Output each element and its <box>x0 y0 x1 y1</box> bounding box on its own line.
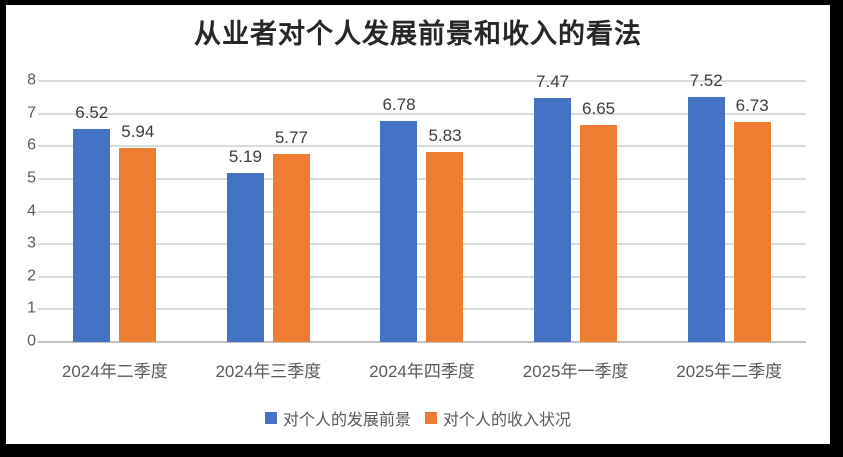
y-axis-tick-label: 0 <box>27 332 36 350</box>
bar-value-label: 6.73 <box>735 96 769 116</box>
bar-value-label: 6.78 <box>382 94 416 114</box>
bar-value-label: 6.65 <box>582 99 616 119</box>
bar-stack: 5.94 <box>119 122 157 342</box>
y-axis-tick-label: 5 <box>27 169 36 187</box>
bar-value-label: 5.77 <box>274 127 308 147</box>
bar-group: 7.47 6.65 <box>499 72 653 342</box>
gridlines <box>38 80 806 343</box>
bar-stack: 7.47 <box>534 72 572 342</box>
bar-income-status <box>426 151 464 342</box>
legend-swatch-icon <box>264 412 277 424</box>
x-axis-label: 2024年二季度 <box>61 362 168 381</box>
bar-value-label: 5.94 <box>121 122 155 142</box>
y-axis-tick-label: 7 <box>27 104 36 122</box>
bar-group: 6.78 5.83 <box>345 81 499 342</box>
bar-stack: 7.52 <box>687 70 725 342</box>
legend-item: 对个人的发展前景 <box>264 406 411 430</box>
bar-income-status <box>580 125 618 342</box>
bar-stack: 5.77 <box>272 127 310 342</box>
bar-value-label: 6.52 <box>75 103 109 123</box>
bar-stack: 6.73 <box>733 96 771 342</box>
x-axis-label: 2024年四季度 <box>369 362 475 381</box>
legend-item: 对个人的收入状况 <box>425 406 571 430</box>
legend-swatch-icon <box>425 412 437 424</box>
y-axis-tick-label: 1 <box>27 300 36 318</box>
bar-group: 5.19 5.77 <box>192 81 346 342</box>
x-axis-label: 2025年二季度 <box>676 362 783 381</box>
y-axis: 0 1 2 3 4 5 6 7 8 <box>12 72 36 350</box>
bar-income-status <box>733 122 771 342</box>
bar-income-status <box>119 148 157 342</box>
bar-group: 7.52 6.73 <box>652 71 806 342</box>
gridline <box>38 145 806 148</box>
bar-income-status <box>272 153 310 342</box>
gridline <box>38 308 806 311</box>
x-axis-label: 2024年三季度 <box>215 362 322 381</box>
bar-development-prospect <box>226 172 264 342</box>
bar-stack: 6.52 <box>73 103 111 342</box>
y-axis-tick-label: 3 <box>27 234 36 252</box>
bar-stack: 6.65 <box>580 99 618 342</box>
bar-stack: 5.19 <box>226 146 264 342</box>
legend-label: 对个人的收入状况 <box>443 412 572 429</box>
gridline <box>38 210 806 213</box>
y-axis-tick-label: 8 <box>27 71 36 89</box>
gridline <box>38 112 806 115</box>
bar-stack: 5.83 <box>426 125 464 342</box>
gridline <box>38 275 806 278</box>
bar-value-label: 7.47 <box>536 72 570 92</box>
bar-development-prospect <box>687 96 725 342</box>
gridline <box>38 177 806 180</box>
bar-group: 6.52 5.94 <box>38 81 192 342</box>
bar-value-label: 5.83 <box>428 125 462 145</box>
gridline <box>38 80 806 82</box>
legend-label: 对个人的发展前景 <box>282 412 411 429</box>
bar-development-prospect <box>73 129 111 342</box>
x-axis-label: 2025年一季度 <box>522 362 629 381</box>
gridline <box>38 243 806 246</box>
y-axis-tick-label: 2 <box>27 267 36 285</box>
bar-development-prospect <box>380 120 418 342</box>
bar-stack: 6.78 <box>380 94 418 342</box>
bar-value-label: 7.52 <box>689 70 723 90</box>
bar-groups: 6.52 5.94 5.19 5.77 6.78 5.83 7.47 6.65 7.52 6.73 <box>38 71 806 342</box>
gridline <box>38 341 806 343</box>
x-axis: 2024年二季度 2024年三季度 2024年四季度 2025年一季度 2025年二季度 <box>38 357 806 382</box>
bar-value-label: 5.19 <box>228 146 262 166</box>
y-axis-tick-label: 4 <box>27 202 36 220</box>
y-axis-tick-label: 6 <box>27 136 36 154</box>
legend: 对个人的发展前景 对个人的收入状况 <box>6 406 830 430</box>
chart-title: 从业者对个人发展前景和收入的看法 <box>194 19 642 49</box>
bar-development-prospect <box>534 98 572 342</box>
plot-area: 6.52 5.94 5.19 5.77 6.78 5.83 7.47 6.65 7.52 6.73 <box>38 71 806 343</box>
